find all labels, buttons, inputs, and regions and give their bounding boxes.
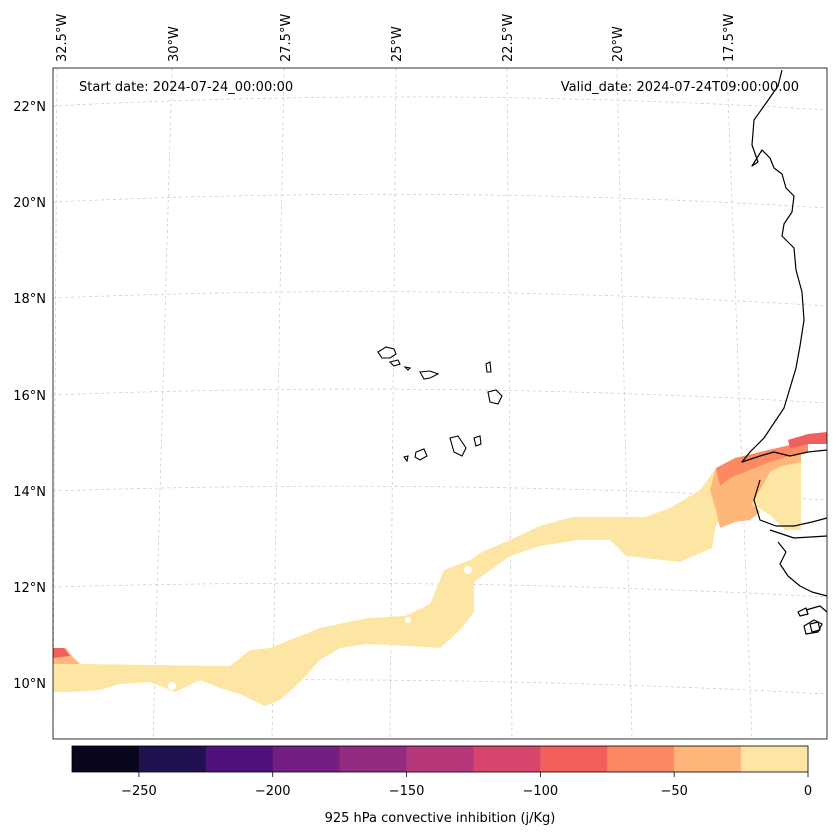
colorbar-swatch (272, 746, 341, 772)
lat-label-12n: 12°N (13, 581, 46, 596)
parallel-20n (52, 193, 828, 209)
lon-label-17-5w: 17.5°W (722, 14, 737, 62)
island-sao-vicente (388, 359, 401, 367)
cin-band-75-to-100 (788, 432, 827, 448)
map-border (52, 67, 828, 740)
colorbar-swatch (473, 746, 541, 772)
lon-label-25w: 25°W (390, 26, 405, 62)
island-sao-nicolau (419, 370, 440, 380)
parallel-12n (52, 582, 828, 598)
start-date-text: Start date: 2024-07-24_00:00:00 (79, 80, 293, 95)
colorbar-swatch (72, 746, 140, 772)
meridian-30w (152, 67, 173, 740)
meridian-32-5w (52, 67, 58, 740)
valid-date-text: Valid_date: 2024-07-24T09:00:00.00 (561, 80, 799, 95)
island-santo-antao (377, 346, 397, 359)
lat-label-20n: 20°N (13, 196, 46, 211)
colorbar-tick-label: −200 (255, 784, 291, 799)
island-boa-vista (487, 389, 503, 405)
island-brava (403, 455, 409, 463)
colorbar-tick-label: −150 (389, 784, 425, 799)
lon-label-32-5w: 32.5°W (55, 14, 70, 62)
map-axes (52, 67, 828, 740)
colorbar-frame (71, 745, 809, 773)
longitude-labels: 32.5°W 30°W 27.5°W 25°W 22.5°W 20°W 17.5… (55, 14, 737, 62)
lon-label-20w: 20°W (611, 26, 626, 62)
colorbar-swatch (540, 746, 608, 772)
meridian-17-5w (726, 67, 753, 740)
lat-label-18n: 18°N (13, 292, 46, 307)
colorbar-swatch (674, 746, 742, 772)
parallel-18n (52, 291, 828, 307)
colorbar-tick-label: −50 (660, 784, 687, 799)
island-maio (473, 435, 482, 447)
lon-label-30w: 30°W (167, 26, 182, 62)
parallel-14n (52, 485, 828, 501)
lat-label-14n: 14°N (13, 485, 46, 500)
cin-band-0-to-25 (53, 454, 801, 706)
cin-field (53, 432, 827, 706)
meridian-27-5w (271, 67, 285, 740)
lon-label-22-5w: 22.5°W (501, 14, 516, 62)
cape-verde-islands (377, 346, 503, 463)
cin-hole-3 (168, 682, 176, 690)
cin-band-50-to-75 (716, 440, 808, 486)
meridian-22-5w (506, 67, 513, 740)
coastline-gambia-guinea (753, 479, 828, 635)
colorbar-tick-label: −250 (121, 784, 157, 799)
island-fogo (414, 448, 428, 461)
island-santiago (449, 435, 467, 457)
colorbar-tick-label: −100 (523, 784, 559, 799)
meridian-20w (616, 67, 633, 740)
lat-label-10n: 10°N (13, 677, 46, 692)
cin-band-west-75 (53, 648, 70, 658)
coastline-mauritania-senegal (741, 69, 828, 463)
coastline-bijagos (797, 607, 821, 633)
latitude-labels: 22°N 20°N 18°N 16°N 14°N 12°N 10°N (13, 100, 46, 692)
parallel-16n (52, 388, 828, 404)
colorbar-tick-label: 0 (804, 784, 812, 799)
colorbar-swatch (138, 746, 207, 772)
colorbar-swatch (339, 746, 408, 772)
parallel-22n (52, 96, 828, 111)
colorbar-swatch (741, 746, 809, 772)
lon-label-27-5w: 27.5°W (279, 14, 294, 62)
island-sal (485, 361, 492, 373)
colorbar: −250 −200 −150 −100 −50 0 925 hPa convective … (71, 745, 812, 826)
cin-hole (464, 566, 472, 574)
west-africa-coastline (741, 69, 828, 635)
lat-label-16n: 16°N (13, 389, 46, 404)
cin-hole-2 (405, 617, 411, 623)
colorbar-ticks: −250 −200 −150 −100 −50 0 (121, 772, 812, 799)
lat-label-22n: 22°N (13, 100, 46, 115)
colorbar-swatch (205, 746, 274, 772)
colorbar-swatch (406, 746, 474, 772)
colorbar-swatches (72, 746, 809, 772)
colorbar-label: 925 hPa convective inhibition (j/Kg) (325, 811, 556, 826)
island-santa-luzia (403, 366, 412, 371)
colorbar-swatch (607, 746, 675, 772)
